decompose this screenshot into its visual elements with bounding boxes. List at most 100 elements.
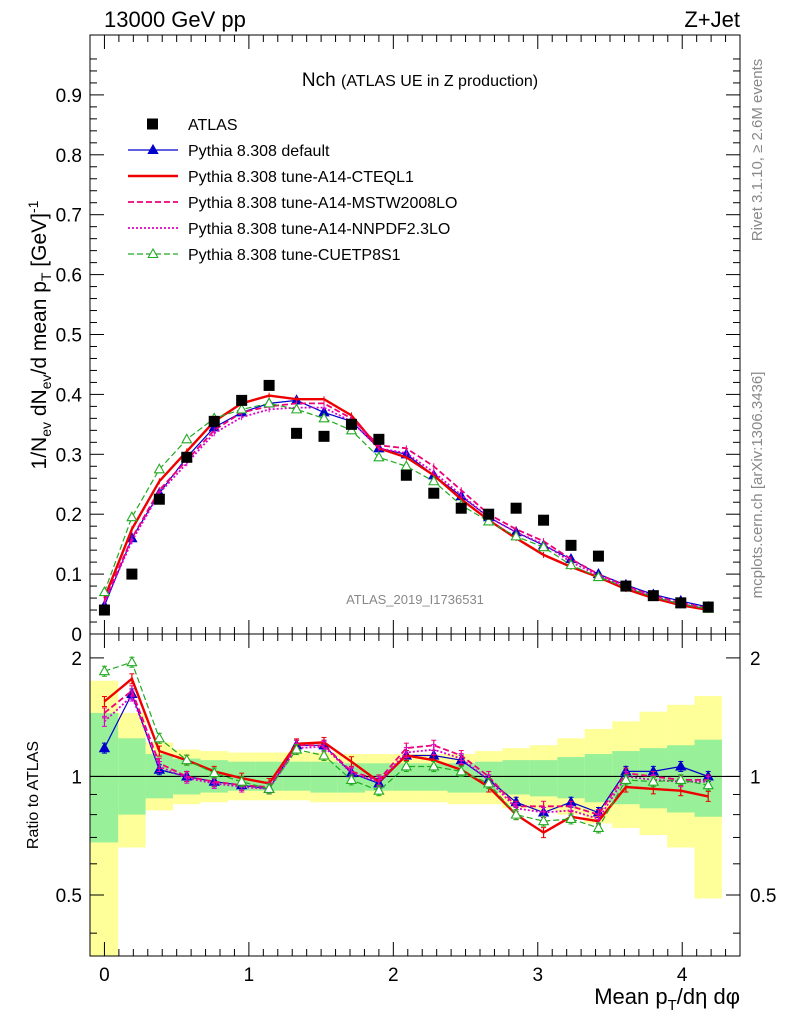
- x-tick-label: 0: [99, 965, 110, 986]
- ratio-axes: 0.5 0.5 1 1 2 2 0 1 2 3 4: [56, 633, 776, 986]
- data-point: [592, 821, 605, 832]
- x-tick-label: 4: [677, 965, 688, 986]
- data-point: [510, 530, 522, 541]
- data-point: [181, 754, 193, 765]
- data-point: [675, 773, 687, 784]
- series-default: [98, 394, 714, 612]
- legend-label: Pythia 8.308 tune-A14-MSTW2008LO: [188, 195, 457, 212]
- data-point: [263, 379, 275, 391]
- data-point: [428, 487, 440, 499]
- x-tick-label: 3: [532, 965, 543, 986]
- data-point: [647, 775, 660, 786]
- data-point: [181, 451, 193, 463]
- legend: ATLAS Pythia 8.308 default Pythia 8.308 tu…: [128, 117, 457, 264]
- data-point: [263, 782, 275, 793]
- data-point: [455, 502, 467, 514]
- data-point: [98, 665, 111, 676]
- data-point: [455, 765, 467, 776]
- legend-item-mstw: Pythia 8.308 tune-A14-MSTW2008LO: [128, 195, 457, 212]
- series-cuetp8s1: [98, 397, 714, 613]
- data-point: [126, 656, 138, 667]
- data-point: [235, 775, 248, 786]
- series-line-nnpdf: [103, 406, 709, 610]
- ratio-line-cuetp8s1: [104, 661, 709, 829]
- series-nnpdf: [103, 404, 709, 612]
- uncertainty-band-inner: [529, 760, 558, 797]
- data-point: [126, 568, 138, 580]
- data-point: [153, 732, 166, 743]
- ratio-band-group: [90, 680, 740, 956]
- data-point: [537, 541, 550, 552]
- y-tick-label: 0: [71, 625, 82, 646]
- data-point: [98, 742, 111, 753]
- series-line-default: [103, 399, 709, 608]
- data-point: [702, 601, 714, 613]
- data-point: [153, 463, 166, 474]
- data-point: [345, 418, 357, 430]
- uncertainty-band-inner: [90, 712, 119, 843]
- x-tick-label: 2: [388, 965, 399, 986]
- legend-label: Pythia 8.308 default: [188, 143, 330, 160]
- legend-label: Pythia 8.308 tune-CUETP8S1: [188, 247, 401, 264]
- data-point: [702, 779, 714, 790]
- legend-item-default: Pythia 8.308 default: [128, 143, 330, 160]
- ratio-y-tick-label-right: 0.5: [750, 886, 776, 907]
- ratio-y-tick-label-right: 1: [750, 767, 761, 788]
- x-axis-title: Mean pT/dη dφ: [594, 984, 740, 1014]
- main-series-group: [98, 379, 714, 616]
- rivet-version-label: Rivet 3.1.10, ≥ 2.6M events: [749, 59, 766, 242]
- uncertainty-band-inner: [557, 757, 585, 799]
- data-point: [428, 475, 440, 486]
- data-point: [98, 585, 111, 597]
- ratio-series-cuetp8s1: [98, 656, 714, 834]
- data-point: [482, 777, 495, 788]
- data-point: [208, 766, 220, 778]
- data-point: [538, 514, 550, 526]
- data-point: [153, 493, 165, 505]
- ratio-y-tick-label: 2: [71, 649, 82, 670]
- plot-title: Nch (ATLAS UE in Z production): [302, 70, 538, 91]
- analysis-id-label: ATLAS_2019_I1736531: [346, 592, 484, 607]
- data-point: [675, 760, 687, 771]
- ratio-y-tick-label-right: 2: [750, 649, 761, 670]
- y-tick-label: 0.3: [56, 445, 82, 466]
- data-point: [483, 508, 495, 520]
- legend-marker: [147, 143, 159, 155]
- y-tick-label: 0.9: [56, 86, 82, 107]
- mcplots-label: mcplots.cern.ch [arXiv:1306.3436]: [749, 372, 766, 599]
- ratio-y-tick-label: 0.5: [56, 886, 82, 907]
- data-point: [373, 451, 385, 462]
- data-point: [126, 511, 138, 522]
- data-point: [592, 550, 604, 562]
- data-point: [318, 430, 330, 442]
- data-point: [510, 808, 522, 819]
- y-tick-label: 0.1: [56, 565, 82, 586]
- series-mstw: [103, 400, 709, 612]
- y-tick-label: 0.7: [56, 206, 82, 227]
- data-point: [208, 415, 220, 427]
- series-atlas: [98, 379, 714, 616]
- ratio-series-group: [98, 656, 714, 839]
- data-point: [620, 580, 632, 592]
- ratio-y-tick-label: 1: [71, 767, 82, 788]
- legend-label: Pythia 8.308 tune-A14-CTEQL1: [188, 169, 414, 186]
- series-line-mstw: [103, 402, 709, 610]
- ratio-y-axis-title: Ratio to ATLAS: [25, 741, 42, 849]
- y-tick-label: 0.4: [56, 385, 83, 406]
- data-point: [290, 403, 303, 414]
- legend-item-atlas: ATLAS: [147, 117, 238, 134]
- data-point: [263, 397, 275, 408]
- data-point: [318, 412, 330, 423]
- legend-label: Pythia 8.308 tune-A14-NNPDF2.3LO: [188, 221, 450, 238]
- legend-item-cteql1: Pythia 8.308 tune-A14-CTEQL1: [128, 169, 414, 186]
- data-point: [318, 749, 330, 760]
- y-tick-label: 0.6: [56, 266, 82, 287]
- x-tick-label: 1: [244, 965, 255, 986]
- data-point: [428, 760, 440, 771]
- ratio-frame: [89, 633, 741, 957]
- data-point: [565, 812, 577, 823]
- series-line-cuetp8s1: [103, 402, 709, 610]
- series-line-cteql1: [103, 394, 709, 612]
- data-point: [647, 590, 659, 602]
